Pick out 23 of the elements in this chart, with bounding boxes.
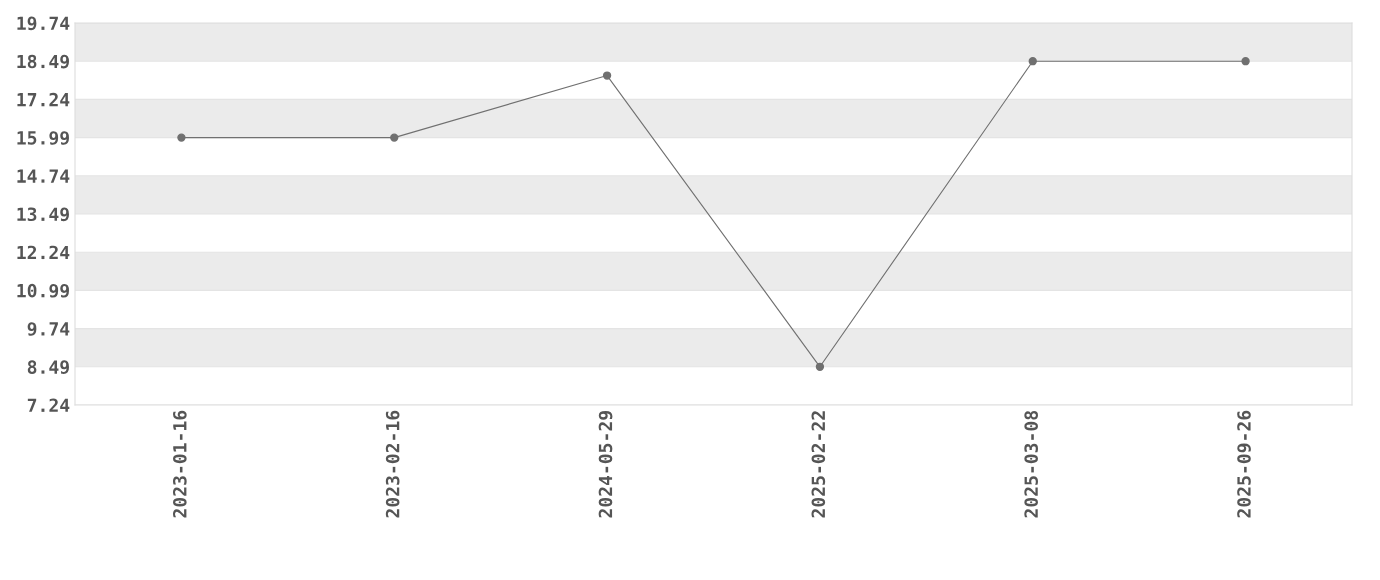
y-tick-label: 9.74 <box>27 322 70 336</box>
x-tick-label: 2023-01-16 <box>173 410 187 518</box>
point <box>1028 57 1037 66</box>
y-tick-label: 17.24 <box>17 92 70 107</box>
y-tick-label: 10.99 <box>17 283 69 298</box>
y-tick-label: 8.49 <box>27 360 69 374</box>
x-tick-label: 2024-05-29 <box>598 411 613 518</box>
point <box>815 362 825 371</box>
y-tick-label: 13.49 <box>17 207 69 222</box>
point <box>602 71 612 80</box>
y-tick-label: 7.24 <box>27 398 70 412</box>
x-tick-label: 2025-09-26 <box>1237 410 1251 518</box>
point <box>1241 57 1250 66</box>
x-tick-label: 2023-02-16 <box>385 410 400 518</box>
x-tick-label: 2025-03-08 <box>1024 410 1038 518</box>
y-tick-label: 18.49 <box>17 54 69 69</box>
y-tick-label: 15.99 <box>17 131 69 145</box>
point <box>390 133 399 142</box>
y-tick-label: 19.74 <box>17 16 70 31</box>
x-tick-label: 2025-02-22 <box>811 411 826 518</box>
point <box>177 133 186 142</box>
y-tick-label: 12.24 <box>17 245 70 260</box>
y-tick-label: 14.74 <box>17 169 70 183</box>
